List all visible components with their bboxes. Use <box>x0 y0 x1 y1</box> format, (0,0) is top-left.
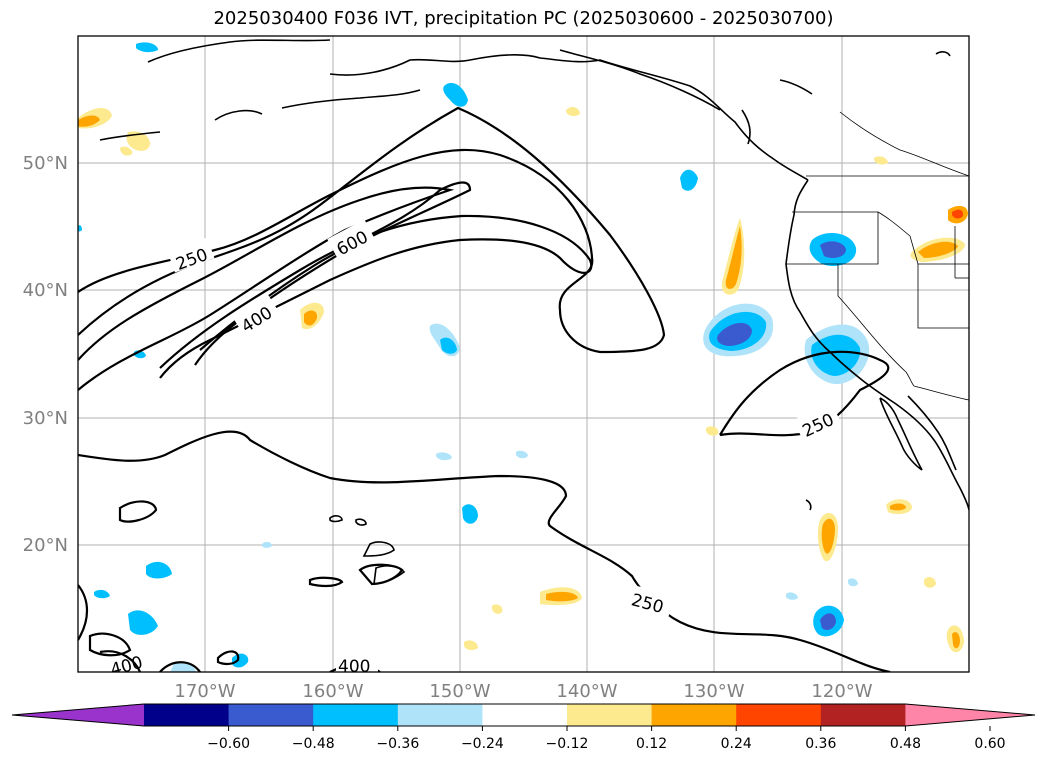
colorbar-tick-label: −0.36 <box>376 736 419 752</box>
hawaiian-islands <box>329 515 406 585</box>
colorbar-segment <box>820 704 906 726</box>
latitude-labels: 50°N 40°N 30°N 20°N <box>23 153 68 556</box>
colorbar-tick-label: −0.60 <box>207 736 250 752</box>
colorbar-tick-label: 0.60 <box>974 736 1005 752</box>
alaska-coastline <box>147 39 809 181</box>
colorbar-segment <box>567 704 653 726</box>
colorbar-segment <box>482 704 568 726</box>
map-frame <box>77 35 970 673</box>
ivt-contours <box>78 106 891 672</box>
lon-label-130w: 130°W <box>683 681 744 702</box>
ivt-contour-400 <box>78 186 455 391</box>
colorbar: −0.60 −0.48 −0.36 −0.24 −0.12 0.12 0.24 0.36 0.4… <box>11 703 1036 752</box>
ivt-contour-250-south <box>78 430 891 672</box>
colorbar-tick-label: 0.36 <box>805 736 836 752</box>
lat-label-40n: 40°N <box>23 280 68 301</box>
lat-label-30n: 30°N <box>23 408 68 429</box>
west-coast-us <box>785 179 969 511</box>
lon-label-120w: 120°W <box>811 681 872 702</box>
colorbar-segment <box>228 704 314 726</box>
colorbar-tick-label: 0.24 <box>721 736 752 752</box>
colorbar-segment <box>397 704 483 726</box>
lat-label-50n: 50°N <box>23 153 68 174</box>
precip-shading <box>78 42 968 672</box>
coastlines <box>99 39 969 511</box>
colorbar-tick-label: −0.12 <box>546 736 589 752</box>
lon-label-160w: 160°W <box>302 681 363 702</box>
longitude-labels: 170°W 160°W 150°W 140°W 130°W 120°W <box>174 681 872 702</box>
colorbar-segment <box>736 704 822 726</box>
lat-label-20n: 20°N <box>23 535 68 556</box>
ivt-contour-600 <box>159 214 593 379</box>
southeast-alaska-coast <box>559 49 721 111</box>
lon-label-150w: 150°W <box>429 681 490 702</box>
map-title: 2025030400 F036 IVT, precipitation PC (2… <box>213 8 834 29</box>
colorbar-segment <box>144 704 230 726</box>
colorbar-tick-label: 0.48 <box>890 736 921 752</box>
lon-label-170w: 170°W <box>174 681 235 702</box>
baja-peninsula <box>879 397 923 471</box>
colorbar-segment <box>313 704 399 726</box>
mexico-coast <box>907 395 957 471</box>
colorbar-extend-min <box>12 704 144 726</box>
colorbar-tick-label: −0.48 <box>292 736 335 752</box>
colorbar-segment <box>651 704 737 726</box>
colorbar-extend-max <box>905 704 1035 726</box>
colorbar-outline <box>11 703 1036 727</box>
ivt-contour-250-north <box>78 106 666 354</box>
ivt-contour-250-east <box>719 350 890 437</box>
state-borders <box>786 111 969 401</box>
precip-blob-gulf-alaska <box>443 82 468 107</box>
colorbar-tick-label: 0.12 <box>636 736 667 752</box>
contour-label-400-c: 400 <box>338 657 370 677</box>
lon-label-140w: 140°W <box>556 681 617 702</box>
colorbar-tick-label: −0.24 <box>461 736 504 752</box>
contour-labels: 250 600 400 250 250 400 400 <box>108 219 841 677</box>
